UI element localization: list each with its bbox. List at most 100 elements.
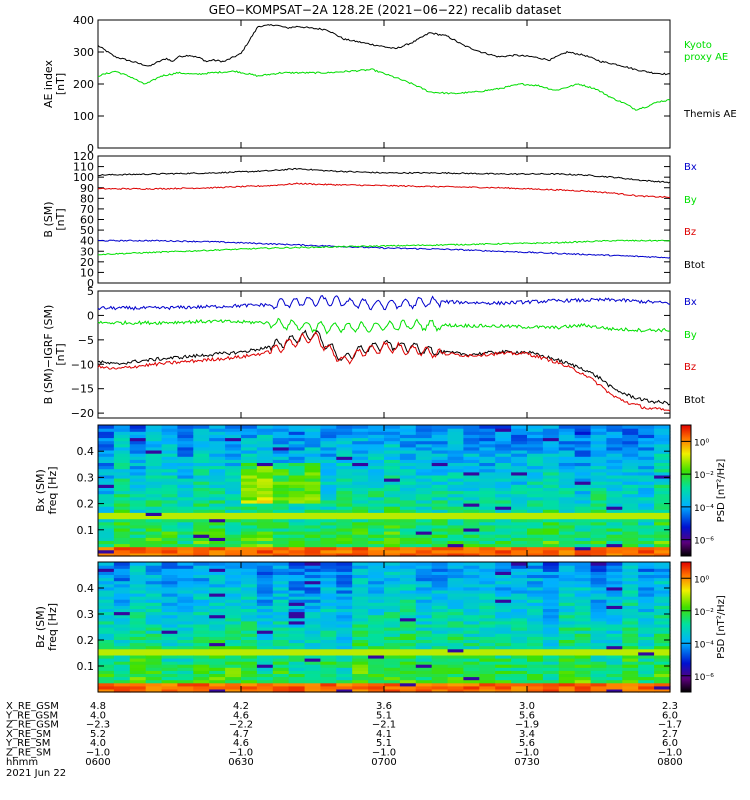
spectrogram-cell <box>495 459 512 463</box>
spectrogram-cell <box>574 673 592 678</box>
spectrogram-cell <box>511 673 528 678</box>
spectrogram-cell <box>384 580 401 585</box>
spectrogram-cell <box>495 574 512 579</box>
spectrogram-cell <box>193 440 210 445</box>
spectrogram-cell <box>511 651 528 656</box>
spectrogram-cell <box>399 645 417 650</box>
spectrogram-cell <box>431 617 449 622</box>
spectrogram-cell <box>447 471 465 476</box>
spectrogram-cell <box>145 481 163 485</box>
spectrogram-cell <box>98 599 115 603</box>
spectrogram-cell <box>145 676 163 681</box>
spectrogram-cell <box>511 543 528 548</box>
spectrogram-cell <box>558 493 576 498</box>
spectrogram-cell <box>336 512 353 516</box>
spectrogram-cell <box>145 565 163 569</box>
spectrogram-cell <box>574 642 592 647</box>
spectrogram-cell <box>304 484 322 488</box>
spectrogram-cell <box>638 496 655 501</box>
spectrogram-cell <box>241 484 258 488</box>
ephemeris-value: 4.1 <box>376 729 392 740</box>
spectrogram-cell <box>209 450 226 454</box>
spectrogram-cell <box>431 673 449 678</box>
spectrogram-cell <box>129 611 147 616</box>
spectrogram-cell <box>129 537 147 541</box>
spectrogram-cell <box>145 546 163 551</box>
spectrogram-cell <box>495 478 512 482</box>
spectrogram-cell <box>606 453 623 457</box>
spectrogram-cell <box>225 515 242 520</box>
spectrogram-cell <box>209 459 226 463</box>
spectrogram-cell <box>622 648 639 653</box>
spectrogram-cell <box>225 481 242 485</box>
spectrogram-cell <box>320 434 337 439</box>
spectrogram-cell <box>463 474 480 479</box>
spectrogram-cell <box>352 562 369 566</box>
spectrogram-cell <box>113 633 131 637</box>
spectrogram-cell <box>463 493 480 498</box>
spectrogram-cell <box>495 685 512 690</box>
spectrogram-cell <box>336 614 353 619</box>
spectrogram-cell <box>177 456 194 460</box>
spectrogram-cell <box>241 596 258 600</box>
spectrogram-cell <box>558 614 576 619</box>
spectrogram-cell <box>177 620 194 625</box>
spectrogram-cell <box>447 596 465 600</box>
spectrogram-cell <box>606 571 623 575</box>
spectrogram-cell <box>399 658 417 662</box>
spectrogram-cell <box>129 509 147 513</box>
spectrogram-cell <box>574 521 592 526</box>
spectrogram-cell <box>479 562 496 566</box>
y-tick-label: 60 <box>80 214 94 227</box>
spectrogram-cell <box>241 434 258 439</box>
spectrogram-cell <box>527 478 544 482</box>
spectrogram-cell <box>479 437 496 442</box>
spectrogram-cell <box>304 589 322 594</box>
spectrogram-cell <box>399 577 417 582</box>
spectrogram-cell <box>384 688 401 693</box>
spectrogram-cell <box>511 620 528 625</box>
spectrogram-cell <box>209 599 226 603</box>
spectrogram-cell <box>447 503 465 507</box>
spectrogram-cell <box>288 574 306 579</box>
spectrogram-cell <box>288 518 306 523</box>
spectrogram-cells <box>98 425 671 557</box>
spectrogram-cell <box>574 688 592 693</box>
spectrogram-cell <box>336 503 353 507</box>
spectrogram-cell <box>479 602 496 606</box>
spectrogram-cell <box>622 639 639 644</box>
spectrogram-cell <box>225 527 242 532</box>
spectrogram-cell <box>479 620 496 625</box>
spectrogram-cell <box>622 630 639 634</box>
spectrogram-cell <box>225 562 242 566</box>
spectrogram-cell <box>606 651 623 656</box>
spectrogram-cell <box>654 512 671 516</box>
spectrogram-cell <box>622 540 639 545</box>
spectrogram-cell <box>654 614 671 619</box>
spectrogram-cell <box>272 434 290 439</box>
spectrogram-cell <box>161 474 179 479</box>
spectrogram-cell <box>256 562 274 566</box>
spectrogram-cell <box>415 685 433 690</box>
spectrogram-cell <box>256 630 274 634</box>
spectrogram-cell <box>336 446 353 451</box>
spectrogram-cell <box>161 524 179 529</box>
spectrogram-cell <box>479 468 496 473</box>
spectrogram-cell <box>384 434 401 439</box>
spectrogram-cell <box>256 443 274 448</box>
spectrogram-cell <box>288 499 306 504</box>
spectrogram-cell <box>241 599 258 603</box>
spectrogram-cell <box>511 462 528 467</box>
spectrogram-cell <box>654 465 671 470</box>
spectrogram-cell <box>638 574 655 579</box>
spectrogram-cell <box>209 636 226 640</box>
spectrogram-cell <box>145 540 163 545</box>
spectrogram-cell <box>161 462 179 467</box>
spectrogram-cell <box>241 431 258 435</box>
spectrogram-cell <box>98 509 115 513</box>
spectrogram-cell <box>368 627 385 631</box>
spectrogram-cell <box>431 490 449 495</box>
spectrogram-cell <box>542 596 560 600</box>
spectrogram-cell <box>463 642 480 647</box>
spectrogram-cell <box>384 481 401 485</box>
